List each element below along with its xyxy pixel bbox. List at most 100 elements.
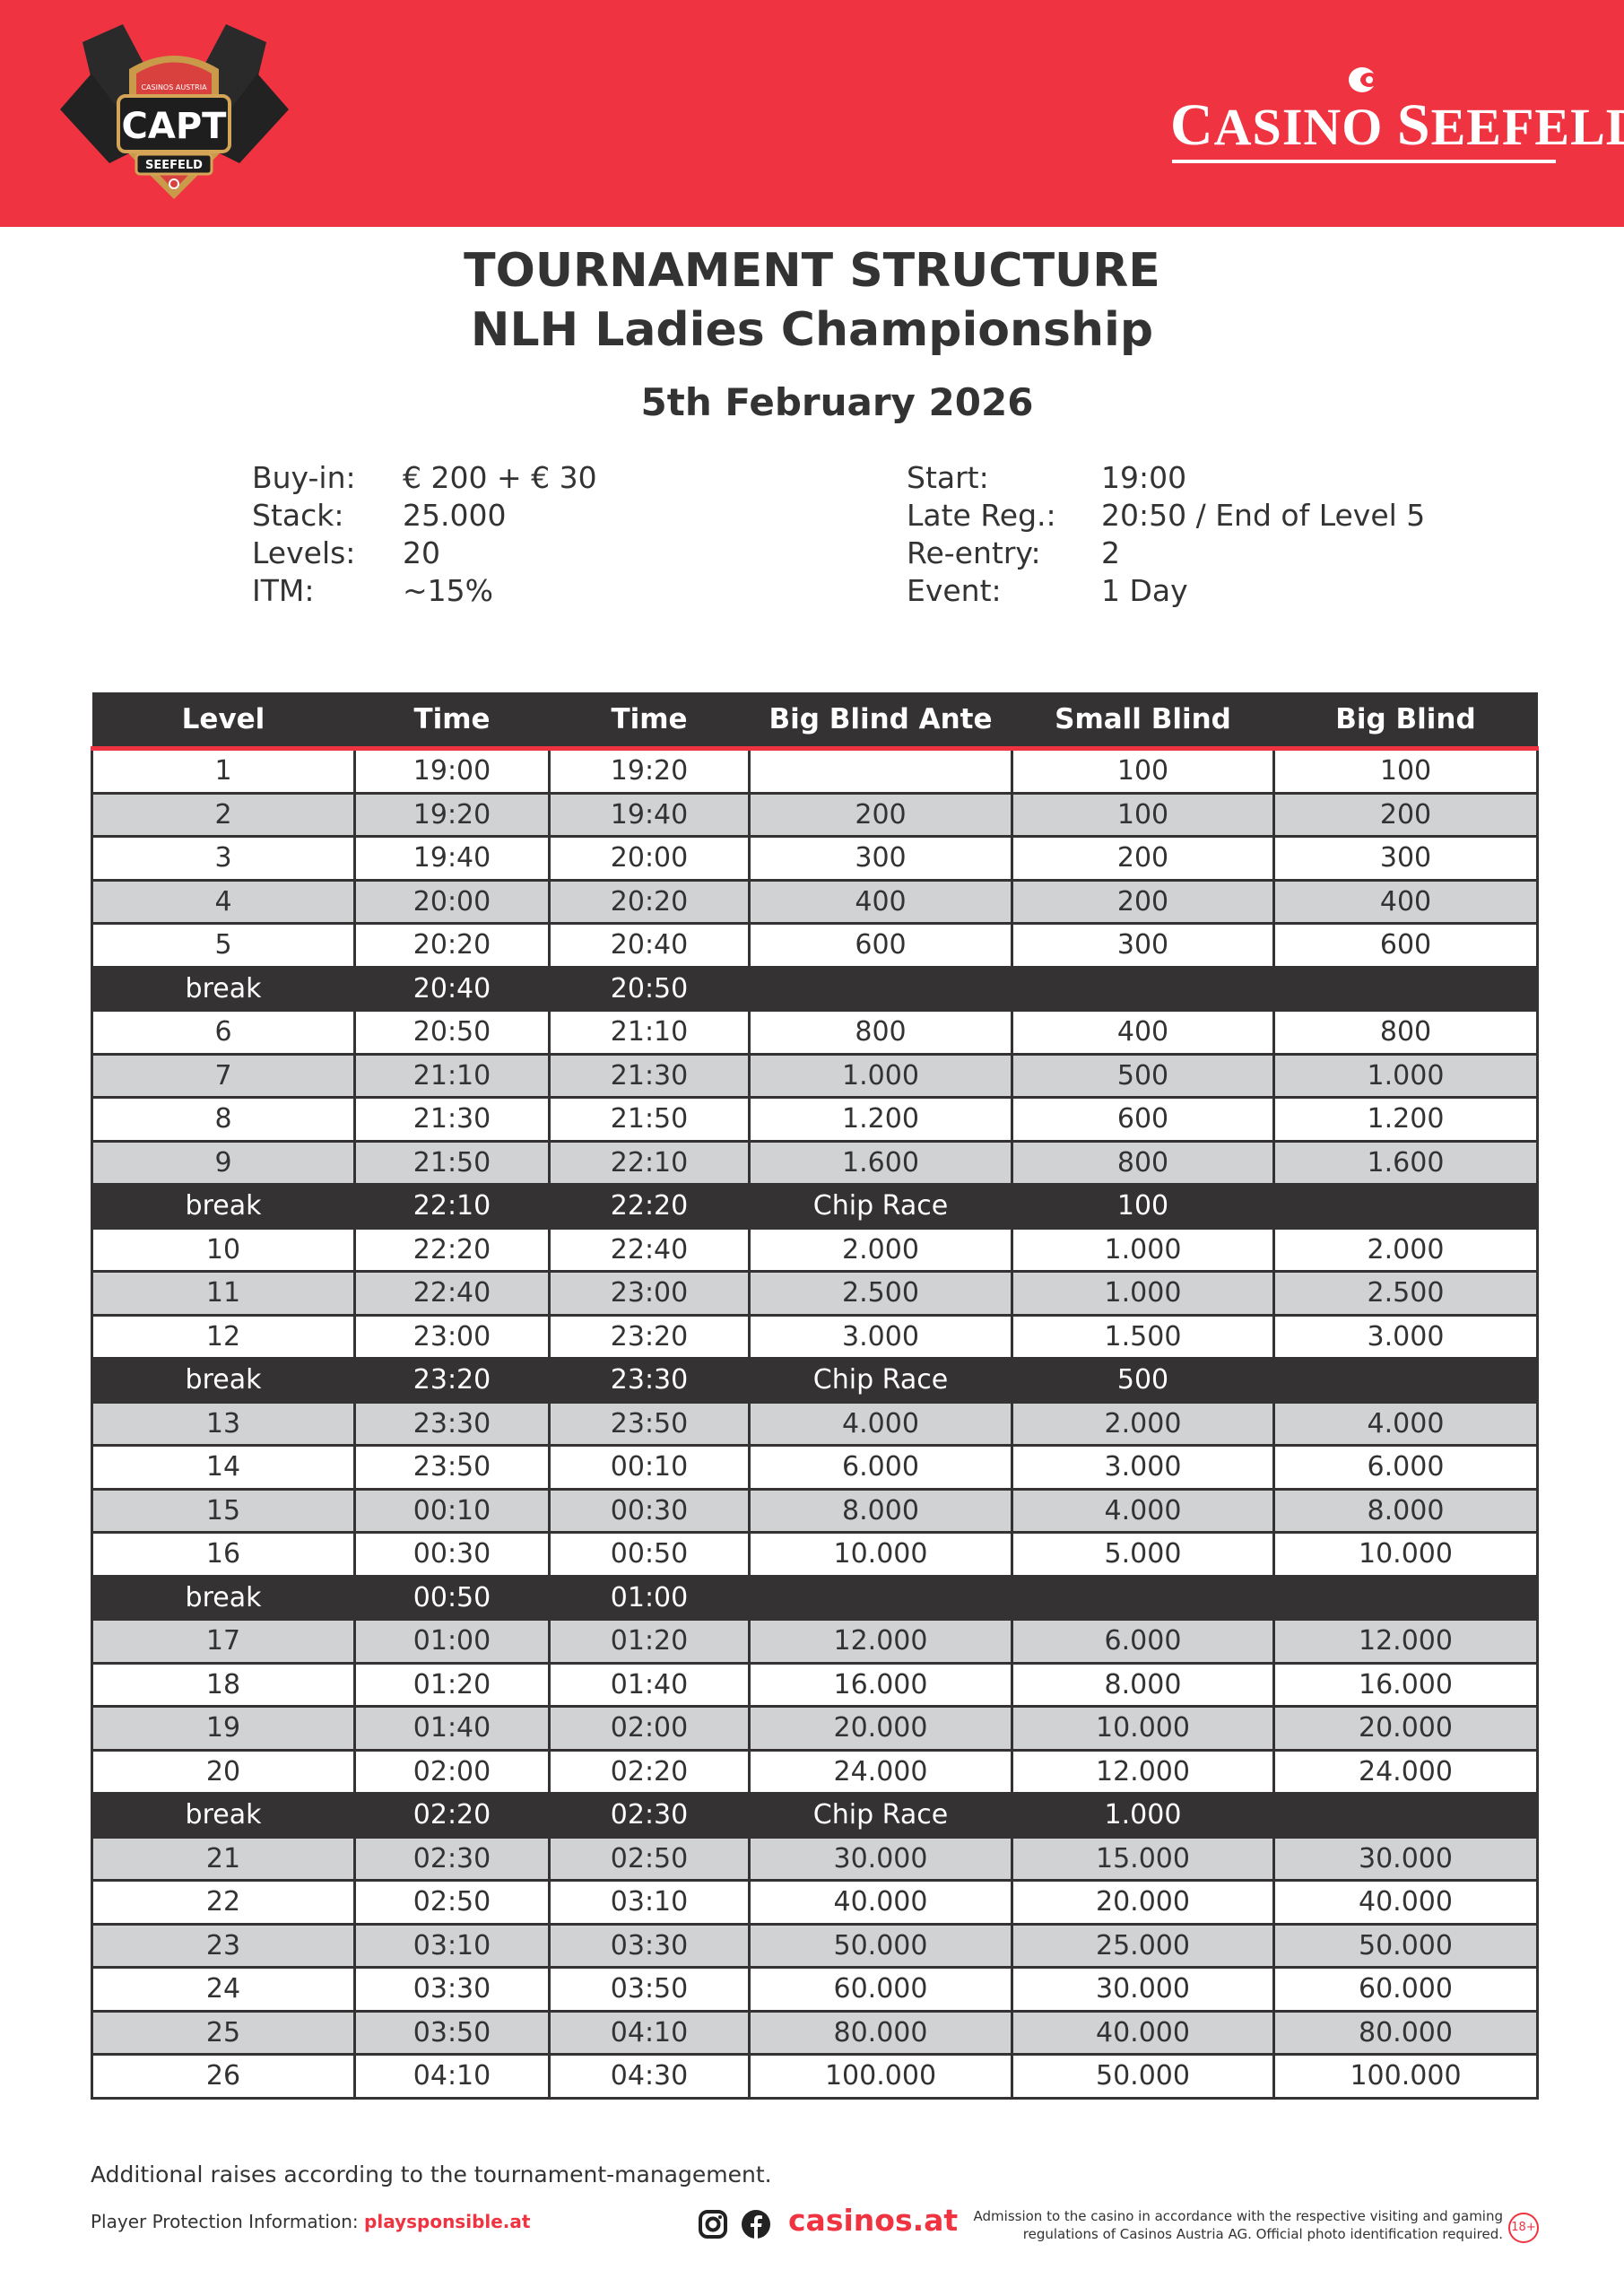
cell-time-start: 04:10 (353, 2053, 551, 2100)
info-left-labels: Buy-in: Stack: Levels: ITM: (252, 459, 395, 610)
info-label: Start: (907, 460, 989, 495)
cell-level: 3 (91, 835, 356, 882)
cell-big-blind-ante: 4.000 (748, 1400, 1013, 1447)
cell-small-blind: 400 (1011, 1009, 1275, 1056)
cell-time-start: 00:10 (353, 1487, 551, 1534)
info-label: Stack: (252, 498, 344, 533)
cell-time-end: 19:40 (548, 791, 751, 838)
info-label: Event: (907, 573, 1002, 608)
cell-time-end: 22:10 (548, 1139, 751, 1186)
break-row: break 22:10 22:20 Chip Race 100 (91, 1183, 1539, 1230)
cell-level: break (91, 1183, 356, 1230)
table-body: 1 19:00 19:20 100 100 2 19:20 19:40 200 100 200 3 19… (91, 747, 1539, 2100)
admission-line: Admission to the casino in accordance wi… (973, 2208, 1503, 2224)
table-row: 25 03:50 04:10 80.000 40.000 80.000 (91, 2009, 1539, 2056)
cell-level: 1 (91, 747, 356, 795)
cell-time-start: 19:40 (353, 835, 551, 882)
cell-big-blind: 8.000 (1272, 1487, 1539, 1534)
header-bar: CAPT SEEFELD CASINOS AUSTRIA CASINO SEEF… (0, 0, 1624, 227)
cell-time-end: 01:20 (548, 1618, 751, 1665)
cell-small-blind: 200 (1011, 835, 1275, 882)
svg-text:CASINOS AUSTRIA: CASINOS AUSTRIA (141, 83, 207, 91)
cell-big-blind: 100 (1272, 747, 1539, 795)
table-row: 7 21:10 21:30 1.000 500 1.000 (91, 1052, 1539, 1099)
cell-big-blind (1272, 1792, 1539, 1839)
cell-time-end: 23:00 (548, 1270, 751, 1317)
table-row: 5 20:20 20:40 600 300 600 (91, 922, 1539, 969)
cell-big-blind: 4.000 (1272, 1400, 1539, 1447)
table-row: 11 22:40 23:00 2.500 1.000 2.500 (91, 1270, 1539, 1317)
cell-time-end: 02:20 (548, 1748, 751, 1795)
cell-time-start: 01:40 (353, 1705, 551, 1752)
cell-level: 4 (91, 878, 356, 925)
casinos-austria-mark-icon (1349, 67, 1378, 92)
cell-time-start: 20:50 (353, 1009, 551, 1056)
cell-big-blind-ante: 8.000 (748, 1487, 1013, 1534)
cell-big-blind: 2.500 (1272, 1270, 1539, 1317)
cell-time-start: 23:00 (353, 1313, 551, 1360)
facebook-icon[interactable] (741, 2209, 771, 2239)
svg-text:CAPT: CAPT (122, 106, 228, 147)
cell-time-start: 23:30 (353, 1400, 551, 1447)
cell-time-start: 00:50 (353, 1574, 551, 1621)
cell-time-end: 20:00 (548, 835, 751, 882)
table-row: 20 02:00 02:20 24.000 12.000 24.000 (91, 1748, 1539, 1795)
column-header-big-blind-ante: Big Blind Ante (749, 692, 1012, 751)
casinos-at-link[interactable]: casinos.at (788, 2203, 959, 2238)
cell-big-blind-ante: 300 (748, 835, 1013, 882)
info-left-values: € 200 + € 30 25.000 20 ~15% (403, 459, 597, 610)
cell-big-blind: 300 (1272, 835, 1539, 882)
instagram-icon[interactable] (698, 2209, 728, 2239)
cell-time-start: 20:40 (353, 965, 551, 1012)
break-row: break 20:40 20:50 (91, 965, 1539, 1012)
cell-time-start: 03:50 (353, 2009, 551, 2056)
cell-big-blind-ante: 40.000 (748, 1879, 1013, 1926)
cell-level: break (91, 1574, 356, 1621)
cell-time-end: 23:50 (548, 1400, 751, 1447)
cell-big-blind: 800 (1272, 1009, 1539, 1056)
cell-time-end: 22:40 (548, 1226, 751, 1273)
cell-big-blind: 1.200 (1272, 1096, 1539, 1143)
player-protection-label: Player Protection Information: (91, 2211, 359, 2232)
cell-big-blind-ante: 50.000 (748, 1922, 1013, 1969)
table-row: 19 01:40 02:00 20.000 10.000 20.000 (91, 1705, 1539, 1752)
cell-small-blind: 100 (1011, 791, 1275, 838)
footer-note: Additional raises according to the tourn… (91, 2161, 772, 2187)
cell-big-blind-ante: 20.000 (748, 1705, 1013, 1752)
cell-small-blind: 4.000 (1011, 1487, 1275, 1534)
table-row: 13 23:30 23:50 4.000 2.000 4.000 (91, 1400, 1539, 1447)
cell-big-blind-ante (748, 747, 1013, 795)
info-label: Re-entry: (907, 535, 1041, 570)
cell-time-end: 20:20 (548, 878, 751, 925)
cell-time-start: 19:20 (353, 791, 551, 838)
admission-notice: Admission to the casino in accordance wi… (974, 2207, 1503, 2243)
table-row: 1 19:00 19:20 100 100 (91, 747, 1539, 795)
info-value: 20:50 / End of Level 5 (1101, 498, 1426, 533)
cell-time-end: 02:30 (548, 1792, 751, 1839)
info-value: € 200 + € 30 (403, 460, 597, 495)
cell-level: 9 (91, 1139, 356, 1186)
playsponsible-link[interactable]: playsponsible.at (364, 2211, 531, 2232)
table-row: 10 22:20 22:40 2.000 1.000 2.000 (91, 1226, 1539, 1273)
cell-time-end: 02:50 (548, 1835, 751, 1882)
age-18-badge: 18+ (1508, 2213, 1539, 2243)
cell-small-blind: 30.000 (1011, 1966, 1275, 2013)
cell-level: 24 (91, 1966, 356, 2013)
cell-time-start: 20:20 (353, 922, 551, 969)
column-header-time-start: Time (354, 692, 550, 751)
brand-underline (1172, 160, 1556, 163)
player-protection: Player Protection Information: playspons… (91, 2211, 530, 2232)
cell-big-blind-ante: 16.000 (748, 1661, 1013, 1708)
cell-level: 23 (91, 1922, 356, 1969)
column-header-level: Level (91, 692, 355, 751)
table-row: 9 21:50 22:10 1.600 800 1.600 (91, 1139, 1539, 1186)
cell-time-start: 23:50 (353, 1444, 551, 1491)
cell-big-blind-ante: 6.000 (748, 1444, 1013, 1491)
cell-time-end: 21:50 (548, 1096, 751, 1143)
cell-time-end: 21:30 (548, 1052, 751, 1099)
cell-big-blind-ante: 2.000 (748, 1226, 1013, 1273)
cell-time-start: 02:20 (353, 1792, 551, 1839)
cell-big-blind-ante (748, 1574, 1013, 1621)
table-row: 8 21:30 21:50 1.200 600 1.200 (91, 1096, 1539, 1143)
cell-small-blind: 6.000 (1011, 1618, 1275, 1665)
